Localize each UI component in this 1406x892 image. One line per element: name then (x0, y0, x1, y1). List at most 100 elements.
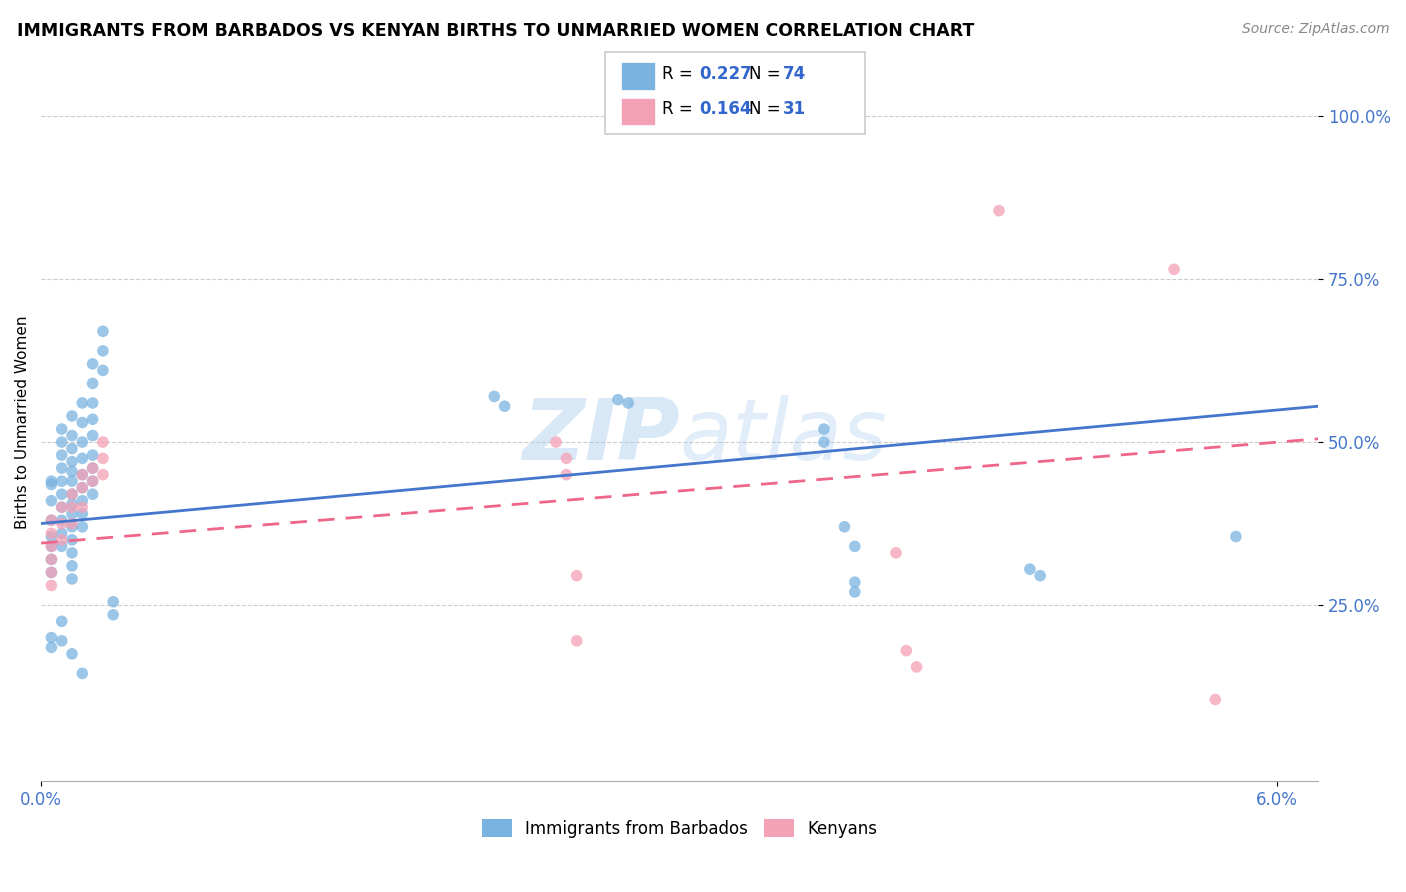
Point (51, 526, 73, 541)
Point (51, 422, 73, 436)
Point (988, 203, 1011, 218)
Text: IMMIGRANTS FROM BARBADOS VS KENYAN BIRTHS TO UNMARRIED WOMEN CORRELATION CHART: IMMIGRANTS FROM BARBADOS VS KENYAN BIRTH… (17, 22, 974, 40)
Point (896, 643, 918, 657)
Point (82, 474, 104, 488)
Point (72, 500, 94, 515)
Text: R =: R = (662, 100, 699, 118)
Point (60, 428, 83, 442)
Point (82, 448, 104, 462)
Point (41, 477, 63, 491)
Text: ZIP: ZIP (522, 395, 679, 478)
Point (51, 500, 73, 515)
Point (82, 357, 104, 371)
Point (1018, 562, 1040, 576)
Point (813, 422, 835, 436)
Point (1163, 262, 1185, 277)
Point (82, 396, 104, 410)
Point (72, 467, 94, 482)
Point (41, 578, 63, 592)
Point (82, 461, 104, 475)
Point (617, 396, 640, 410)
Point (60, 487, 83, 501)
Point (72, 396, 94, 410)
Point (41, 493, 63, 508)
Point (51, 533, 73, 547)
Point (51, 633, 73, 648)
Text: atlas: atlas (679, 395, 887, 478)
Point (60, 442, 83, 456)
Point (72, 481, 94, 495)
Point (565, 568, 588, 582)
Point (91, 451, 114, 466)
Point (60, 507, 83, 521)
Text: 74: 74 (783, 65, 807, 83)
Point (905, 660, 928, 674)
Point (41, 566, 63, 580)
Point (103, 595, 125, 609)
Point (60, 455, 83, 469)
Point (565, 633, 588, 648)
Point (60, 558, 83, 573)
Point (60, 487, 83, 501)
Point (72, 451, 94, 466)
Text: N =: N = (749, 65, 786, 83)
Text: N =: N = (749, 100, 786, 118)
Point (834, 520, 856, 534)
Point (555, 467, 578, 482)
Point (72, 520, 94, 534)
Point (546, 435, 568, 450)
Point (51, 615, 73, 629)
Point (60, 647, 83, 661)
Point (41, 474, 63, 488)
Point (813, 435, 835, 450)
Point (82, 461, 104, 475)
Point (51, 461, 73, 475)
Point (91, 467, 114, 482)
Point (41, 526, 63, 541)
Point (51, 513, 73, 527)
Point (82, 376, 104, 391)
Point (60, 464, 83, 478)
Legend: Immigrants from Barbados, Kenyans: Immigrants from Barbados, Kenyans (475, 813, 884, 845)
Point (82, 487, 104, 501)
Point (41, 513, 63, 527)
Point (72, 435, 94, 450)
Point (51, 500, 73, 515)
Text: Source: ZipAtlas.com: Source: ZipAtlas.com (1241, 22, 1389, 37)
Point (91, 343, 114, 358)
Point (60, 409, 83, 423)
Point (72, 467, 94, 482)
Point (91, 363, 114, 377)
Point (60, 546, 83, 560)
Point (41, 552, 63, 566)
Text: R =: R = (662, 65, 699, 83)
Point (41, 552, 63, 566)
Point (41, 640, 63, 655)
Point (884, 546, 907, 560)
Point (60, 516, 83, 531)
Point (72, 481, 94, 495)
Point (41, 539, 63, 553)
Point (60, 500, 83, 515)
Text: 31: 31 (783, 100, 806, 118)
Point (91, 435, 114, 450)
Point (41, 513, 63, 527)
Point (51, 448, 73, 462)
Point (60, 572, 83, 586)
Point (91, 324, 114, 338)
Text: 0.227: 0.227 (699, 65, 752, 83)
Point (60, 533, 83, 547)
Point (72, 493, 94, 508)
Point (1204, 692, 1226, 706)
Point (484, 389, 506, 403)
Point (60, 520, 83, 534)
Y-axis label: Births to Unmarried Women: Births to Unmarried Women (15, 316, 30, 529)
Point (1225, 530, 1247, 544)
Point (494, 399, 516, 413)
Point (72, 507, 94, 521)
Point (844, 575, 866, 590)
Point (82, 428, 104, 442)
Point (82, 412, 104, 426)
Point (844, 585, 866, 599)
Point (41, 539, 63, 553)
